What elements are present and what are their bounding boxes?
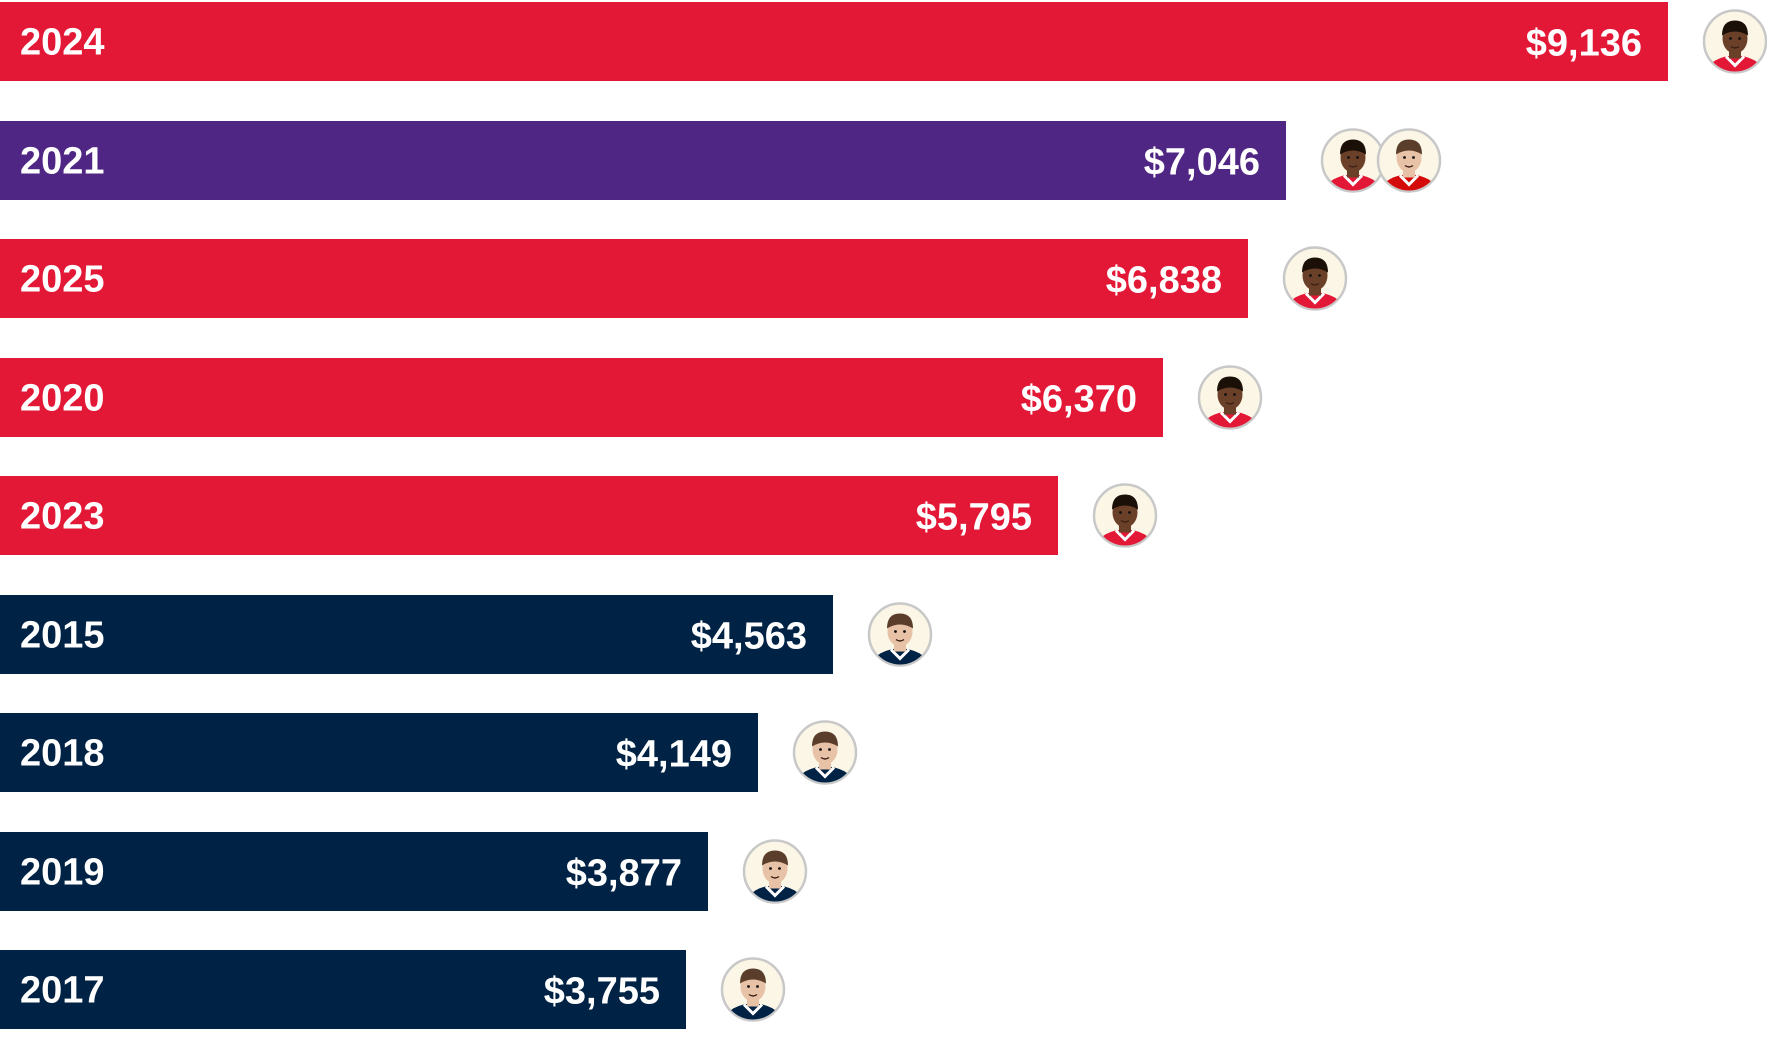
- bar-2024: [0, 2, 1668, 81]
- year-label-2020: 2020: [20, 378, 105, 420]
- patriots-player-avatar-icon: [867, 602, 933, 667]
- chiefs-player-avatar-icon: [1320, 128, 1386, 193]
- value-label-2024: $9,136: [1526, 23, 1642, 65]
- value-label-2019: $3,877: [566, 853, 682, 895]
- year-label-2018: 2018: [20, 733, 105, 775]
- year-label-2023: 2023: [20, 496, 105, 538]
- patriots-player-avatar-icon: [720, 957, 786, 1022]
- value-label-2023: $5,795: [916, 497, 1032, 539]
- value-label-2021: $7,046: [1144, 142, 1260, 184]
- chiefs-player-avatar-icon: [1197, 365, 1263, 430]
- year-label-2019: 2019: [20, 852, 105, 894]
- buccaneers-player-avatar-icon: [1376, 128, 1442, 193]
- chiefs-player-avatar-icon: [1092, 483, 1158, 548]
- year-label-2015: 2015: [20, 615, 105, 657]
- bar-2015: [0, 595, 833, 674]
- bar-2023: [0, 476, 1058, 555]
- bar-2020: [0, 358, 1163, 437]
- bar-2021: [0, 121, 1286, 200]
- bar-2019: [0, 832, 708, 911]
- bar-2025: [0, 239, 1248, 318]
- year-label-2025: 2025: [20, 259, 105, 301]
- value-label-2020: $6,370: [1021, 379, 1137, 421]
- bar-2018: [0, 713, 758, 792]
- year-label-2021: 2021: [20, 141, 105, 183]
- year-label-2024: 2024: [20, 22, 105, 64]
- bar-2017: [0, 950, 686, 1029]
- year-label-2017: 2017: [20, 970, 105, 1012]
- value-label-2015: $4,563: [691, 616, 807, 658]
- value-label-2018: $4,149: [616, 734, 732, 776]
- chiefs-player-avatar-icon: [1282, 246, 1348, 311]
- chiefs-player-avatar-icon: [1702, 9, 1767, 74]
- value-label-2025: $6,838: [1106, 260, 1222, 302]
- patriots-player-avatar-icon: [792, 720, 858, 785]
- value-label-2017: $3,755: [544, 971, 660, 1013]
- patriots-player-avatar-icon: [742, 839, 808, 904]
